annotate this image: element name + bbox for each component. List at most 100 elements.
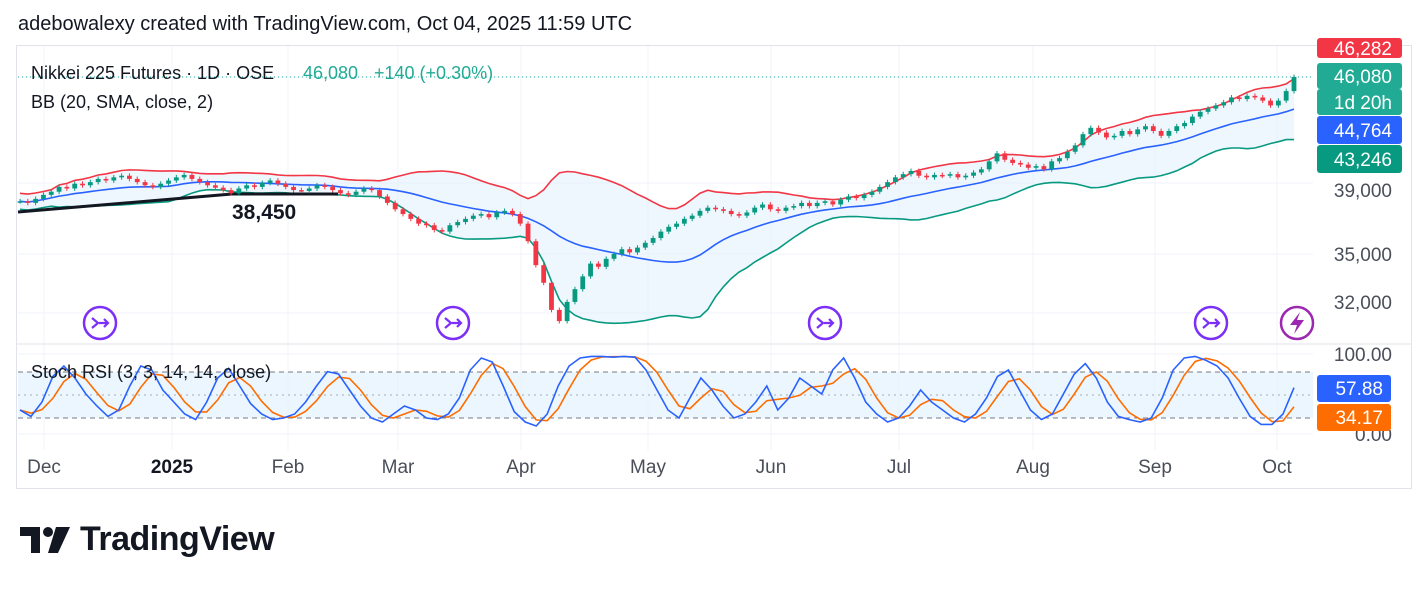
candle bbox=[408, 211, 414, 222]
last-price-badge: 46,080 bbox=[1317, 63, 1402, 89]
candle bbox=[322, 182, 328, 190]
candle bbox=[556, 307, 562, 324]
candle bbox=[361, 186, 367, 195]
candle bbox=[267, 178, 273, 186]
countdown-badge: 1d 20h bbox=[1317, 89, 1402, 115]
candle bbox=[1143, 123, 1148, 132]
price-axis[interactable]: 39,000 35,000 32,000 bbox=[1334, 181, 1392, 314]
candle bbox=[869, 189, 875, 198]
candle bbox=[1189, 114, 1195, 126]
candle bbox=[1275, 98, 1281, 108]
candle bbox=[298, 187, 304, 194]
candle bbox=[752, 205, 758, 215]
candle bbox=[846, 194, 851, 203]
candle bbox=[517, 211, 523, 227]
candle bbox=[853, 194, 859, 201]
candle bbox=[681, 216, 687, 227]
candle bbox=[431, 222, 437, 233]
candle bbox=[588, 261, 593, 279]
footer-brand[interactable]: TradingView bbox=[20, 520, 275, 559]
candle bbox=[275, 178, 281, 187]
rsi-tick-label: 100.00 bbox=[1334, 345, 1392, 366]
candle bbox=[564, 299, 570, 324]
candle bbox=[502, 208, 507, 215]
candle bbox=[549, 280, 554, 313]
candle bbox=[95, 176, 101, 185]
bb-basis-line bbox=[19, 108, 1295, 263]
candle bbox=[1150, 123, 1156, 134]
candle bbox=[1236, 95, 1242, 102]
candle bbox=[932, 172, 937, 180]
time-tick-label: May bbox=[630, 457, 666, 478]
dividend-event-icon[interactable] bbox=[807, 305, 843, 341]
chart-frame[interactable] bbox=[16, 45, 1412, 489]
candle bbox=[424, 221, 429, 228]
candle bbox=[80, 181, 85, 188]
candle bbox=[1174, 123, 1180, 134]
dividend-event-icon[interactable] bbox=[82, 305, 118, 341]
time-tick-label: Jul bbox=[887, 457, 911, 478]
candle bbox=[697, 208, 703, 219]
candle bbox=[150, 182, 156, 190]
candle bbox=[111, 174, 117, 183]
legend-indicator: BB (20, SMA, close, 2) bbox=[31, 92, 213, 112]
candle bbox=[1158, 128, 1164, 139]
candle bbox=[939, 172, 945, 179]
dividend-event-icon[interactable] bbox=[435, 305, 471, 341]
candle bbox=[1049, 158, 1055, 172]
candle bbox=[212, 182, 218, 191]
candle bbox=[173, 174, 179, 183]
candle bbox=[642, 240, 648, 251]
legend-oscillator: Stoch RSI (3, 3, 14, 14, close) bbox=[31, 362, 271, 382]
candle bbox=[744, 210, 750, 219]
bb-upper-badge-text: 46,282 bbox=[1334, 39, 1392, 60]
candle bbox=[1033, 163, 1039, 171]
candle bbox=[134, 176, 140, 185]
bb-upper-badge: 46,282 bbox=[1317, 38, 1402, 60]
candle bbox=[510, 208, 515, 217]
candle bbox=[416, 216, 422, 227]
candle bbox=[1213, 103, 1219, 112]
candle bbox=[572, 286, 578, 305]
trend-line[interactable] bbox=[17, 192, 233, 214]
candle bbox=[166, 178, 171, 187]
candle bbox=[963, 173, 969, 180]
candle bbox=[72, 181, 78, 191]
candle bbox=[205, 179, 210, 188]
candle bbox=[674, 221, 679, 230]
legend-change: +140 (+0.30%) bbox=[374, 63, 493, 83]
earnings-event-icon[interactable] bbox=[1279, 305, 1315, 341]
attribution-header: adebowalexy created with TradingView.com… bbox=[18, 13, 633, 35]
candle bbox=[775, 206, 781, 214]
candle bbox=[119, 173, 125, 180]
candle bbox=[689, 213, 695, 222]
candle bbox=[666, 224, 672, 235]
candle bbox=[142, 179, 148, 188]
candle bbox=[197, 176, 203, 185]
candle bbox=[892, 174, 898, 185]
candle bbox=[384, 194, 390, 206]
candle bbox=[1252, 93, 1258, 100]
stoch-k-line bbox=[19, 355, 1295, 427]
candle bbox=[259, 180, 265, 190]
candle bbox=[306, 186, 312, 194]
candle bbox=[228, 187, 234, 196]
candle bbox=[25, 198, 31, 206]
candle bbox=[1002, 150, 1008, 163]
candles-group bbox=[17, 74, 1297, 324]
time-axis[interactable]: Dec 2025 Feb Mar Apr May Jun Jul Aug Sep Oct bbox=[27, 457, 1292, 478]
candle bbox=[1119, 128, 1125, 139]
candle bbox=[885, 179, 890, 190]
candle bbox=[345, 190, 351, 198]
event-markers[interactable] bbox=[82, 305, 1315, 341]
candle bbox=[455, 219, 461, 228]
last-price-badge-text: 46,080 bbox=[1334, 67, 1392, 88]
candle bbox=[994, 150, 1000, 164]
candle bbox=[791, 203, 797, 211]
candle bbox=[619, 246, 625, 257]
dividend-event-icon[interactable] bbox=[1193, 305, 1229, 341]
stoch-d-badge-text: 34.17 bbox=[1335, 408, 1383, 429]
candle bbox=[807, 200, 812, 209]
candle bbox=[486, 211, 492, 220]
